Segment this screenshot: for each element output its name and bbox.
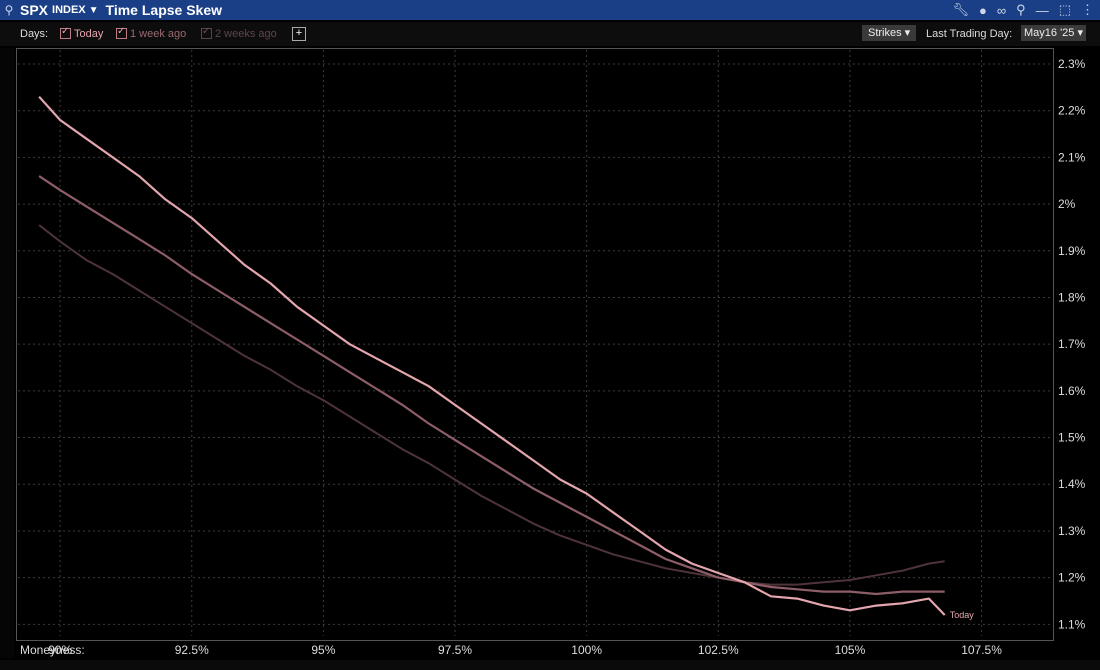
pin-icon[interactable]: ⚲ bbox=[1016, 2, 1026, 17]
window-controls: 🔧︎ ● ∞ ⚲ — ⬚ ⋮ bbox=[953, 0, 1094, 20]
wrench-icon[interactable]: 🔧︎ bbox=[952, 2, 970, 17]
last-trading-day-label: Last Trading Day: bbox=[926, 28, 1013, 40]
toolbar: Days: Today 1 week ago 2 weeks ago + Str… bbox=[0, 22, 1100, 46]
series-line-0 bbox=[38, 95, 946, 616]
bottom-strip bbox=[0, 660, 1100, 670]
strikes-dropdown[interactable]: Strikes ▾ bbox=[862, 25, 917, 41]
today-label[interactable]: Today bbox=[74, 28, 104, 40]
y-tick-label: 2.3% bbox=[1058, 57, 1086, 71]
week-checkbox[interactable] bbox=[116, 26, 127, 39]
x-tick-label: 97.5% bbox=[438, 643, 472, 657]
two-weeks-label[interactable]: 2 weeks ago bbox=[215, 28, 277, 40]
week-label[interactable]: 1 week ago bbox=[130, 28, 187, 40]
x-tick-label: 95% bbox=[311, 643, 335, 657]
y-tick-label: 1.7% bbox=[1058, 337, 1086, 351]
minimize-icon[interactable]: — bbox=[1035, 2, 1049, 18]
link-icon[interactable]: ⚲ bbox=[4, 3, 14, 17]
y-tick-label: 1.1% bbox=[1058, 617, 1086, 631]
grid bbox=[18, 50, 1050, 636]
axis-labels: 90% 92.5% 95% 97.5% 100% 102.5% 105% 107.5% 1.1%… bbox=[20, 57, 1086, 657]
ticker-dropdown-icon[interactable]: ▼ bbox=[88, 4, 99, 16]
last-trading-day-select[interactable]: May16 '25 ▾ bbox=[1021, 25, 1086, 41]
y-tick-label: 1.2% bbox=[1058, 571, 1086, 585]
today-end-label: Today bbox=[950, 610, 975, 620]
maximize-icon[interactable]: ⬚ bbox=[1058, 2, 1071, 17]
x-tick-label: 107.5% bbox=[961, 643, 1002, 657]
chat-icon[interactable]: ● bbox=[979, 2, 987, 18]
y-tick-label: 1.6% bbox=[1058, 384, 1086, 398]
title-bar: ⚲ SPX INDEX ▼ Time Lapse Skew 🔧︎ ● ∞ ⚲ —… bbox=[0, 0, 1100, 20]
y-tick-label: 1.4% bbox=[1058, 477, 1086, 491]
x-tick-label: 102.5% bbox=[698, 643, 739, 657]
y-tick-label: 2% bbox=[1058, 197, 1076, 211]
close-icon[interactable]: ⋮ bbox=[1081, 2, 1094, 17]
series-line-2 bbox=[38, 224, 945, 586]
y-tick-label: 1.3% bbox=[1058, 524, 1086, 538]
two-weeks-checkbox[interactable] bbox=[201, 26, 212, 39]
today-checkbox[interactable] bbox=[60, 26, 71, 39]
y-tick-label: 1.9% bbox=[1058, 244, 1086, 258]
add-day-button[interactable]: + bbox=[292, 27, 306, 41]
series-line-1 bbox=[38, 175, 945, 596]
x-tick-label: 100% bbox=[571, 643, 602, 657]
series-lines bbox=[38, 95, 946, 616]
y-tick-label: 1.5% bbox=[1058, 431, 1086, 445]
x-axis-label: Moneyness: bbox=[20, 643, 85, 657]
left-edge bbox=[0, 48, 14, 658]
x-tick-label: 90% bbox=[48, 643, 72, 657]
ticker-suffix[interactable]: INDEX bbox=[52, 4, 86, 16]
y-tick-label: 2.2% bbox=[1058, 104, 1086, 118]
window-title: Time Lapse Skew bbox=[105, 2, 223, 18]
y-tick-label: 2.1% bbox=[1058, 150, 1086, 164]
ticker-label[interactable]: SPX bbox=[20, 2, 49, 18]
x-tick-label: 105% bbox=[835, 643, 866, 657]
x-tick-label: 92.5% bbox=[175, 643, 209, 657]
chain-link-icon[interactable]: ∞ bbox=[996, 2, 1007, 18]
y-tick-label: 1.8% bbox=[1058, 290, 1086, 304]
days-label: Days: bbox=[20, 28, 49, 40]
